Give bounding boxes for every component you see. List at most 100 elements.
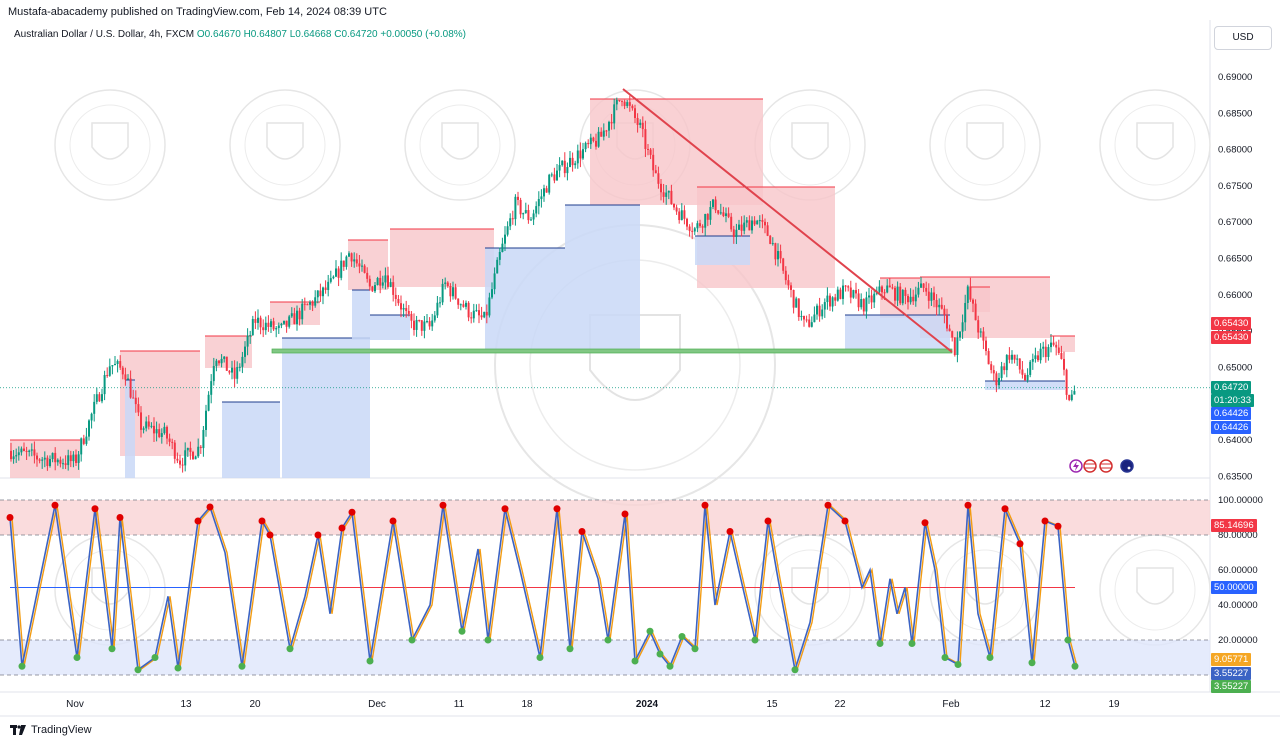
oscillator-tick-label: 100.00000 [1218, 495, 1263, 506]
bearish-candle [855, 290, 857, 294]
price-tick-label: 0.67500 [1218, 181, 1252, 192]
bearish-candle [636, 117, 639, 125]
us-flag-icon[interactable] [1099, 459, 1113, 473]
bullish-candle [826, 295, 829, 303]
watermark-seal-inner [244, 104, 326, 186]
currency-button[interactable]: USD [1214, 26, 1272, 50]
time-tick-label: 11 [454, 699, 465, 710]
bearish-candle [470, 317, 473, 319]
bullish-candle [758, 220, 761, 222]
bullish-candle [582, 149, 584, 159]
oversold-signal-dot [1064, 636, 1072, 644]
overbought-signal-dot [206, 503, 214, 511]
bullish-candle [816, 305, 818, 315]
bearish-candle [992, 370, 995, 374]
bullish-candle [67, 455, 70, 466]
support-line[interactable] [271, 348, 953, 354]
descending-trendline[interactable] [622, 88, 953, 353]
bullish-candle [160, 433, 163, 437]
watermark-seal-inner [1114, 104, 1196, 186]
bearish-candle [634, 108, 636, 118]
bearish-candle [717, 210, 720, 214]
oversold-signal-dot [876, 640, 884, 647]
bullish-candle [1042, 346, 1045, 349]
bullish-candle [275, 328, 278, 330]
oversold-signal-dot [954, 661, 962, 668]
bearish-candle [1003, 366, 1006, 371]
bearish-candle [410, 313, 413, 321]
watermark-shield [1136, 122, 1174, 160]
bullish-candle [514, 196, 517, 220]
bullish-candle [20, 448, 23, 453]
bearish-candle [943, 308, 946, 316]
bullish-candle [896, 286, 899, 301]
bearish-candle [517, 196, 519, 200]
au-flag-icon[interactable] [1120, 459, 1134, 473]
bullish-candle [810, 322, 813, 327]
overbought-signal-dot [338, 524, 346, 532]
economic-events-icons[interactable] [1069, 459, 1134, 473]
bearish-candle [228, 370, 231, 373]
drawing-lines[interactable] [0, 88, 1210, 389]
bearish-candle [933, 292, 935, 301]
bearish-candle [985, 340, 987, 351]
bullish-candle [979, 331, 982, 333]
bearish-candle [688, 226, 691, 231]
stochastic-d-line [9, 503, 1076, 672]
oscillator-axis[interactable]: 100.00000 80.00000 60.00000 40.00000 20.0000… [1218, 495, 1263, 646]
bullish-candle [852, 290, 855, 298]
overbought-signal-dot [439, 501, 447, 509]
bearish-candle [405, 307, 408, 312]
bullish-candle [712, 199, 714, 207]
bearish-candle [974, 303, 977, 321]
bullish-candle [491, 289, 493, 298]
bearish-candle [225, 356, 228, 371]
bullish-candle [93, 401, 96, 414]
bullish-candle [639, 122, 642, 125]
bullish-candle [15, 455, 18, 457]
bearish-candle [457, 298, 460, 305]
bearish-candle [787, 280, 790, 286]
bullish-candle [566, 167, 569, 174]
overbought-signal-dot [921, 519, 929, 527]
bearish-candle [995, 373, 998, 386]
bearish-candle [618, 99, 621, 101]
bearish-candle [662, 192, 665, 197]
bullish-candle [184, 450, 187, 466]
bullish-candle [543, 188, 545, 197]
bearish-candle [199, 446, 202, 449]
bearish-candle [106, 375, 109, 377]
symbol-legend[interactable]: Australian Dollar / U.S. Dollar, 4h, FXC… [14, 29, 466, 40]
bullish-candle [223, 356, 226, 359]
us-flag-icon[interactable] [1083, 459, 1097, 473]
bullish-candle [917, 287, 920, 295]
bullish-candle [920, 283, 922, 288]
time-tick-label: 22 [834, 699, 846, 710]
bearish-candle [132, 397, 135, 399]
bearish-candle [977, 320, 980, 333]
bullish-candle [535, 206, 538, 214]
bearish-candle [790, 285, 792, 290]
symbol-name[interactable]: Australian Dollar / U.S. Dollar, 4h, FXC… [14, 29, 195, 40]
bullish-candle [556, 170, 558, 181]
tradingview-footer[interactable]: TradingView [10, 724, 92, 736]
bullish-candle [12, 456, 15, 460]
bullish-candle [145, 421, 148, 429]
time-tick-label: 2024 [636, 699, 659, 710]
bearish-candle [927, 291, 930, 301]
bearish-candle [610, 121, 613, 124]
bullish-candle [751, 220, 753, 231]
bearish-candle [449, 286, 452, 297]
bullish-candle [314, 297, 317, 306]
time-axis[interactable]: Nov 13 20 Dec 11 18 2024 15 22 Feb 12 19 [66, 699, 1120, 710]
bearish-candle [82, 438, 85, 444]
bearish-candle [140, 412, 142, 430]
oversold-signal-dot [286, 645, 294, 653]
bearish-candle [753, 220, 756, 225]
bullish-candle [111, 365, 114, 367]
stoch-upper-tag: 85.14696 [1211, 519, 1257, 532]
overbought-signal-dot [841, 517, 849, 525]
bearish-candle [147, 421, 150, 427]
bullish-candle [667, 190, 670, 193]
